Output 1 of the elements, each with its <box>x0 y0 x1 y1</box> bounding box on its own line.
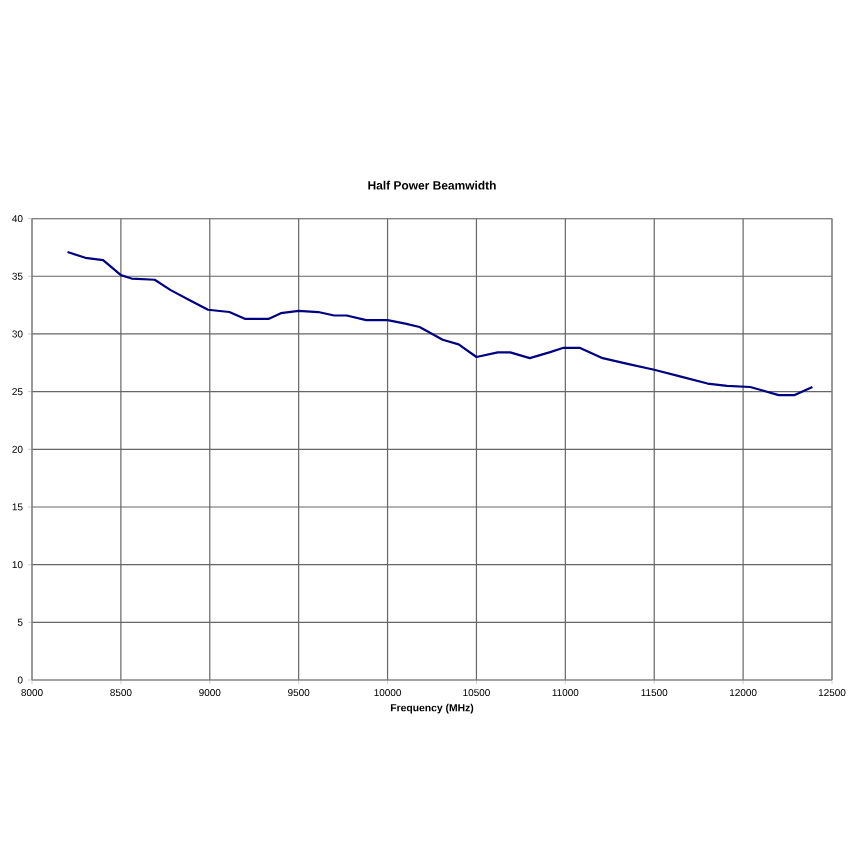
line-series <box>66 250 814 397</box>
